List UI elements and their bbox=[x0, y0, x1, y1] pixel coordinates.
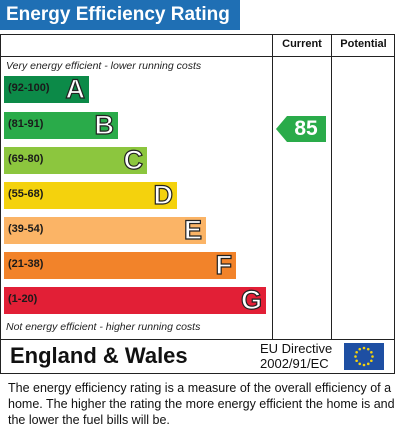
band-letter: C bbox=[123, 144, 144, 175]
eu-flag-stars bbox=[354, 346, 374, 367]
eu-flag-icon bbox=[344, 343, 384, 370]
current-rating-arrow-shape bbox=[276, 116, 326, 142]
eu-flag-star bbox=[358, 362, 362, 366]
band-letter: G bbox=[240, 284, 262, 315]
band-b: (81-91) B bbox=[4, 109, 118, 141]
current-column-header: Current bbox=[282, 38, 322, 50]
band-g: (1-20) G bbox=[4, 284, 266, 316]
page-title: Energy Efficiency Rating bbox=[6, 4, 230, 25]
eu-flag-star bbox=[355, 359, 358, 363]
rating-frame bbox=[0, 34, 395, 374]
eu-directive: EU Directive 2002/91/EC bbox=[260, 341, 332, 371]
band-letter: E bbox=[183, 214, 202, 245]
band-d: (55-68) D bbox=[4, 179, 177, 211]
header-divider bbox=[0, 56, 395, 57]
band-range: (55-68) bbox=[8, 188, 44, 200]
potential-column-header: Potential bbox=[340, 38, 387, 50]
band-f: (21-38) F bbox=[4, 249, 236, 281]
eu-flag-star bbox=[370, 350, 373, 354]
region-label: England & Wales bbox=[10, 343, 188, 368]
band-range: (81-91) bbox=[8, 118, 44, 130]
eu-flag-star bbox=[371, 355, 374, 358]
band-range: (1-20) bbox=[8, 293, 38, 305]
eu-directive-line2: 2002/91/EC bbox=[260, 356, 329, 371]
eu-flag-star bbox=[366, 347, 370, 351]
band-range: (69-80) bbox=[8, 153, 44, 165]
eu-flag-star bbox=[366, 362, 370, 366]
band-range: (21-38) bbox=[8, 258, 44, 270]
band-letter: A bbox=[65, 73, 86, 104]
eu-flag-star bbox=[370, 359, 373, 363]
note-inefficient: Not energy efficient - higher running co… bbox=[6, 321, 201, 333]
note-efficient: Very energy efficient - lower running co… bbox=[6, 60, 202, 72]
eu-directive-line1: EU Directive bbox=[260, 341, 333, 356]
band-a: (92-100) A bbox=[4, 73, 89, 105]
eu-flag-star bbox=[362, 363, 366, 367]
band-range: (92-100) bbox=[8, 82, 50, 94]
title-bar: Energy Efficiency Rating bbox=[0, 0, 240, 30]
footer-description: The energy efficiency rating is a measur… bbox=[8, 381, 395, 427]
footer-divider bbox=[0, 339, 395, 340]
band-range: (39-54) bbox=[8, 223, 44, 235]
eu-flag-star bbox=[358, 347, 362, 351]
band-letter: D bbox=[153, 179, 174, 210]
current-rating-arrow bbox=[276, 116, 326, 142]
eu-flag-star bbox=[362, 346, 366, 350]
band-letter: B bbox=[94, 109, 115, 140]
eu-flag-star bbox=[355, 350, 358, 354]
current-column bbox=[272, 34, 332, 340]
eu-flag-star bbox=[354, 355, 357, 358]
band-letter: F bbox=[215, 249, 233, 280]
band-e: (39-54) E bbox=[4, 214, 206, 246]
current-rating-value: 85 bbox=[294, 117, 318, 140]
band-c: (69-80) C bbox=[4, 144, 147, 176]
